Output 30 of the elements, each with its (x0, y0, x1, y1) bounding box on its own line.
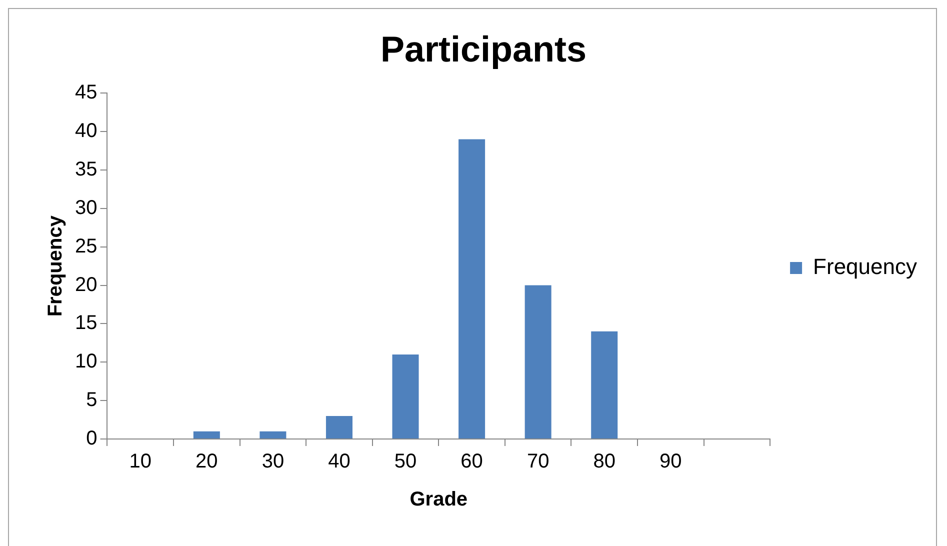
bar (326, 416, 352, 438)
y-axis-title: Frequency (44, 214, 67, 317)
legend-label: Frequency (813, 254, 918, 280)
bar (458, 139, 486, 438)
x-axis-title: Grade (410, 488, 468, 511)
y-tick-label: 45 (74, 82, 98, 104)
x-tick-label: 10 (129, 450, 152, 473)
x-tick-label: 50 (394, 450, 417, 473)
y-tick-label: 0 (86, 428, 98, 450)
x-tick-label: 40 (328, 450, 350, 473)
x-tick-label: 60 (460, 450, 483, 473)
y-tick-label: 40 (74, 120, 98, 142)
y-tick-label: 30 (74, 196, 98, 219)
bar (260, 431, 286, 438)
y-tick-label: 35 (74, 158, 98, 181)
x-tick-label: 70 (526, 450, 550, 473)
bar (193, 431, 220, 438)
bar (591, 331, 618, 438)
y-tick-label: 20 (74, 274, 98, 296)
y-tick-label: 5 (86, 389, 98, 412)
x-tick-label: 90 (660, 450, 682, 473)
y-tick-label: 10 (74, 350, 98, 373)
bar (524, 285, 552, 438)
y-tick-label: 25 (74, 235, 98, 258)
chart-title: Participants (380, 28, 587, 70)
x-tick-label: 20 (196, 450, 218, 473)
y-tick-label: 15 (74, 312, 98, 334)
x-tick-label: 80 (593, 450, 616, 473)
bar (392, 354, 419, 438)
x-tick-label: 30 (262, 450, 284, 473)
